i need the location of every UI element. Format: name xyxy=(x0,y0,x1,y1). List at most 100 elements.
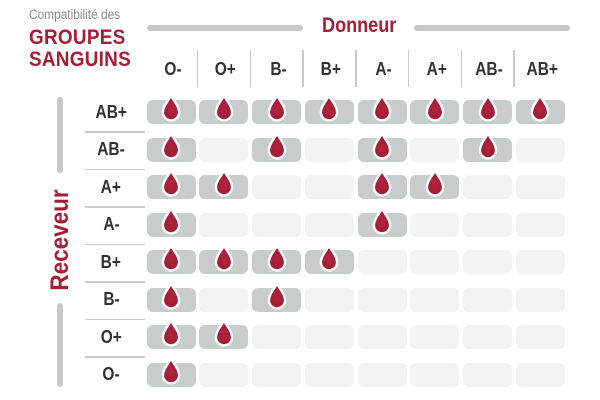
cell-B+-from-AB--incompatible xyxy=(463,250,512,274)
row-separator xyxy=(85,318,145,320)
receiver-axis-label: Receveur xyxy=(46,189,74,291)
cell-B--from-AB--incompatible xyxy=(463,287,512,312)
cell-B+-from-A--incompatible xyxy=(357,250,407,274)
donor-header-bar-right xyxy=(414,25,570,31)
column-header-A-: A- xyxy=(375,59,393,79)
blood-drop-icon xyxy=(161,169,181,197)
cell-AB--from-AB+-incompatible xyxy=(515,137,565,162)
cell-B--from-AB+-incompatible xyxy=(515,287,565,312)
cell-O--from-B+-incompatible xyxy=(304,362,354,387)
blood-drop-icon xyxy=(267,281,286,310)
cell-A+-from-A+-compatible xyxy=(410,169,460,199)
row-label-O-: O- xyxy=(102,364,120,384)
blood-drop-icon xyxy=(161,131,181,160)
cell-A--from-A+-incompatible xyxy=(410,212,460,237)
blood-drop-icon xyxy=(372,131,392,160)
blood-drop-icon xyxy=(530,94,550,122)
cell-AB+-from-AB--compatible xyxy=(463,94,512,124)
cell-O+-from-O--compatible xyxy=(146,319,196,349)
cell-AB--from-A+-incompatible xyxy=(410,137,460,162)
blood-drop-icon xyxy=(319,244,339,272)
chart-subtitle: Compatibilité des xyxy=(29,7,121,22)
cell-A--from-A--compatible xyxy=(357,206,407,237)
column-header-B-: B- xyxy=(270,59,287,79)
cell-O+-from-AB--incompatible xyxy=(463,325,512,349)
cell-B+-from-B+-compatible xyxy=(304,244,354,274)
column-separator xyxy=(196,50,199,87)
cell-O--from-B--incompatible xyxy=(252,362,301,387)
cell-A+-from-O+-compatible xyxy=(199,169,249,199)
column-header-O+: O+ xyxy=(215,59,237,79)
blood-drop-icon xyxy=(478,131,497,160)
cell-A--from-B--incompatible xyxy=(252,212,301,237)
row-label-A-: A- xyxy=(102,214,120,234)
cell-B+-from-A+-incompatible xyxy=(410,250,460,274)
blood-drop-icon xyxy=(425,94,445,122)
donor-header-bar-left xyxy=(147,25,303,31)
column-separator xyxy=(355,50,357,87)
cell-AB--from-B+-incompatible xyxy=(304,137,354,162)
row-label-B+: B+ xyxy=(100,251,122,272)
chart-title-line-groupes: GROUPES xyxy=(29,25,126,49)
cell-B--from-O+-incompatible xyxy=(199,287,249,312)
column-separator xyxy=(407,50,410,87)
cell-O--from-A--incompatible xyxy=(357,362,407,387)
column-separator xyxy=(513,50,515,87)
blood-drop-icon xyxy=(161,281,181,310)
cell-AB+-from-O+-compatible xyxy=(199,94,249,124)
blood-drop-icon xyxy=(161,206,181,235)
cell-A+-from-AB+-incompatible xyxy=(515,175,565,199)
cell-O+-from-AB+-incompatible xyxy=(515,325,565,349)
row-separator xyxy=(85,206,145,208)
cell-B--from-B+-incompatible xyxy=(304,287,354,312)
blood-drop-icon xyxy=(372,169,392,197)
column-header-B+: B+ xyxy=(321,59,342,79)
column-header-AB-: AB- xyxy=(475,59,504,79)
blood-drop-icon xyxy=(161,94,181,122)
cell-AB+-from-AB+-compatible xyxy=(515,94,565,124)
row-label-AB-: AB- xyxy=(97,139,125,159)
blood-drop-icon xyxy=(267,131,286,160)
cell-O--from-O--compatible xyxy=(146,356,196,387)
row-label-AB+: AB+ xyxy=(95,101,127,122)
column-separator xyxy=(249,50,251,87)
cell-AB--from-A--compatible xyxy=(357,131,407,162)
cell-AB+-from-B--compatible xyxy=(252,94,301,124)
cell-B--from-B--compatible xyxy=(252,281,301,312)
cell-B+-from-AB+-incompatible xyxy=(515,250,565,274)
row-separator xyxy=(85,243,145,245)
cell-A--from-AB+-incompatible xyxy=(515,212,565,237)
cell-AB+-from-A+-compatible xyxy=(410,94,460,124)
cell-A--from-O+-incompatible xyxy=(199,212,249,237)
cell-B--from-A+-incompatible xyxy=(410,287,460,312)
column-header-A+: A+ xyxy=(426,59,447,79)
cell-A+-from-B+-incompatible xyxy=(304,175,354,199)
donor-axis-label: Donneur xyxy=(321,14,397,37)
blood-drop-icon xyxy=(267,94,286,122)
blood-drop-icon xyxy=(214,169,234,197)
column-header-O-: O- xyxy=(164,59,182,79)
blood-drop-icon xyxy=(478,94,497,122)
cell-AB+-from-B+-compatible xyxy=(304,94,354,124)
cell-O--from-AB+-incompatible xyxy=(515,362,565,387)
cell-O--from-A+-incompatible xyxy=(410,362,460,387)
cell-O+-from-A--incompatible xyxy=(357,325,407,349)
cell-A+-from-AB--incompatible xyxy=(463,175,512,199)
blood-drop-icon xyxy=(161,244,181,272)
blood-drop-icon xyxy=(214,94,234,122)
cell-AB--from-O+-incompatible xyxy=(199,137,249,162)
cell-A--from-O--compatible xyxy=(146,206,196,237)
column-separator xyxy=(302,50,304,87)
cell-AB+-from-O--compatible xyxy=(146,94,196,124)
row-separator xyxy=(85,131,145,133)
cell-A+-from-B--incompatible xyxy=(252,175,301,199)
blood-drop-icon xyxy=(214,244,234,272)
blood-drop-icon xyxy=(319,94,339,122)
blood-drop-icon xyxy=(214,319,234,347)
blood-drop-icon xyxy=(267,244,286,272)
cell-A--from-B+-incompatible xyxy=(304,212,354,237)
cell-O--from-O+-incompatible xyxy=(199,362,249,387)
row-label-O+: O+ xyxy=(100,326,122,347)
chart-title-line-sanguins: SANGUINS xyxy=(29,47,131,71)
cell-O+-from-A+-incompatible xyxy=(410,325,460,349)
